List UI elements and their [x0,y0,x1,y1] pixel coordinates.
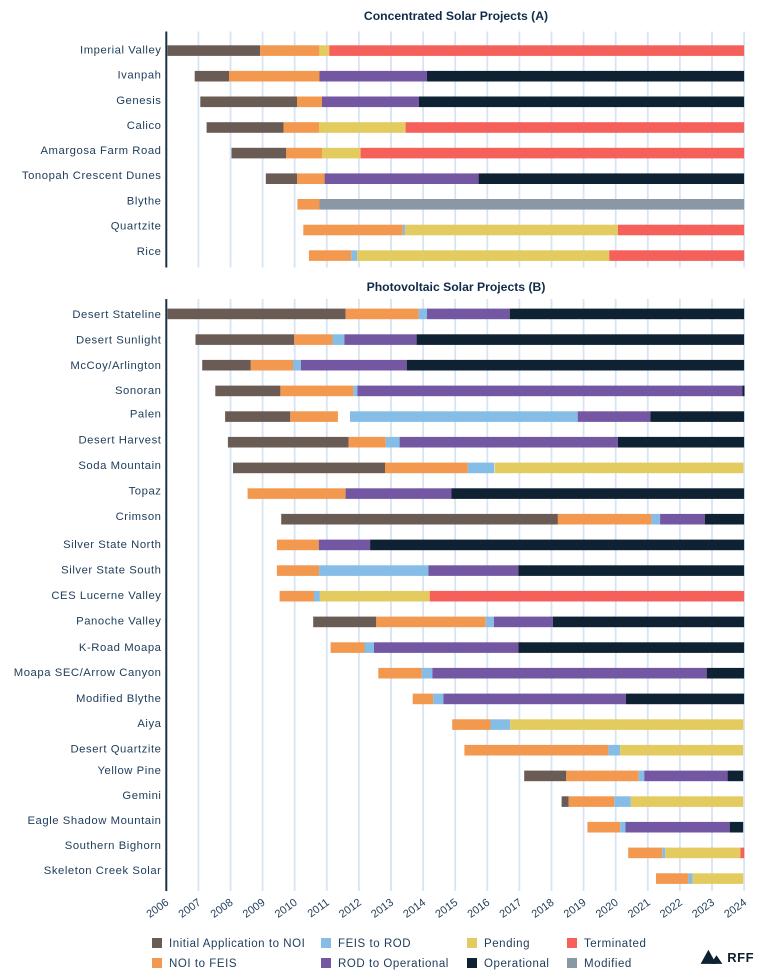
svg-text:Tonopah Crescent Dunes: Tonopah Crescent Dunes [22,170,162,182]
svg-text:Desert Quartzite: Desert Quartzite [70,743,161,755]
svg-text:Gemini: Gemini [122,790,161,802]
svg-text:Skeleton Creek Solar: Skeleton Creek Solar [44,865,162,877]
svg-text:NOI to FEIS: NOI to FEIS [169,958,237,970]
svg-text:Moapa SEC/Arrow Canyon: Moapa SEC/Arrow Canyon [14,667,162,679]
svg-text:Operational: Operational [484,958,550,970]
svg-text:Silver State South: Silver State South [61,564,161,576]
svg-text:Imperial Valley: Imperial Valley [80,44,162,56]
svg-text:McCoy/Arlington: McCoy/Arlington [70,360,161,372]
svg-text:Calico: Calico [127,120,162,132]
svg-text:K-Road Moapa: K-Road Moapa [79,642,162,654]
svg-text:Pending: Pending [484,938,530,950]
svg-text:Terminated: Terminated [584,938,646,950]
svg-text:Sonoran: Sonoran [115,385,162,397]
svg-text:Initial Application to NOI: Initial Application to NOI [169,938,305,950]
svg-text:Desert Sunlight: Desert Sunlight [76,334,162,346]
svg-text:Crimson: Crimson [116,511,162,523]
svg-text:Eagle Shadow Mountain: Eagle Shadow Mountain [27,815,161,827]
svg-text:Topaz: Topaz [129,485,162,497]
svg-text:Yellow Pine: Yellow Pine [97,765,161,777]
svg-text:CES Lucerne Valley: CES Lucerne Valley [51,590,161,602]
svg-text:Quartzite: Quartzite [111,221,162,233]
svg-text:Desert Harvest: Desert Harvest [78,435,161,447]
svg-text:Southern Bighorn: Southern Bighorn [65,840,162,852]
svg-text:Soda Mountain: Soda Mountain [78,460,161,472]
svg-text:Genesis: Genesis [116,95,161,107]
svg-text:Ivanpah: Ivanpah [117,70,161,82]
svg-text:Panoche Valley: Panoche Valley [76,615,161,627]
svg-text:Modified: Modified [584,958,632,970]
svg-text:Blythe: Blythe [127,196,162,208]
svg-text:Concentrated Solar Projects (A: Concentrated Solar Projects (A) [364,9,548,23]
svg-text:Silver State North: Silver State North [63,539,161,551]
svg-text:Modified Blythe: Modified Blythe [76,693,162,705]
svg-text:Desert Stateline: Desert Stateline [72,309,161,321]
svg-text:Aiya: Aiya [137,718,161,730]
svg-text:Amargosa Farm Road: Amargosa Farm Road [40,145,161,157]
svg-text:Photovoltaic Solar Projects (B: Photovoltaic Solar Projects (B) [367,280,546,294]
svg-text:ROD to Operational: ROD to Operational [338,958,449,970]
svg-text:RFF: RFF [727,950,754,965]
svg-text:FEIS to ROD: FEIS to ROD [338,938,411,950]
svg-text:Palen: Palen [130,408,162,420]
svg-text:Rice: Rice [137,246,162,258]
